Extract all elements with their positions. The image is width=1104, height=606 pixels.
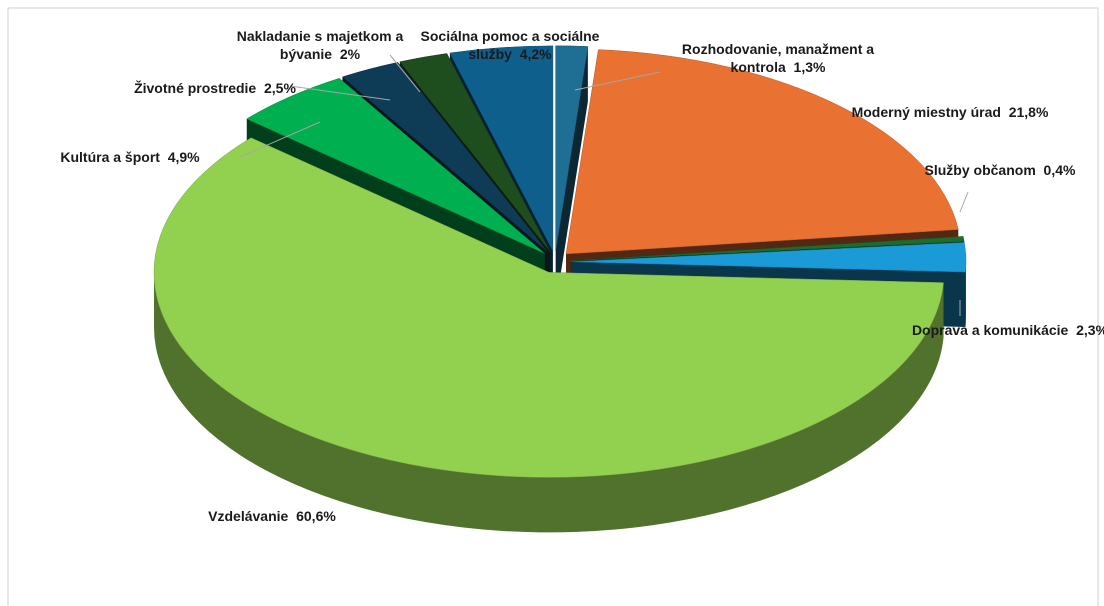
slice: [399, 53, 551, 252]
value-label: 0,4%: [1043, 162, 1076, 178]
slice: [565, 49, 959, 255]
value-label: 1,3%: [793, 59, 826, 75]
slice: [570, 242, 967, 273]
slice: [570, 236, 965, 262]
data-label: Služby občanom 0,4%: [890, 161, 1104, 179]
category-label: Kultúra a šport: [60, 149, 160, 165]
data-label: Nakladanie s majetkom a bývanie 2%: [235, 27, 405, 63]
slice-edge: [555, 46, 588, 306]
category-label: Nakladanie s majetkom a bývanie: [236, 28, 404, 62]
leader-line: [289, 85, 391, 101]
leader-line: [389, 54, 421, 93]
value-label: 21,8%: [1008, 104, 1049, 120]
slice: [555, 45, 589, 251]
data-label: Kultúra a šport 4,9%: [10, 148, 250, 166]
value-label: 60,6%: [296, 508, 336, 524]
leader-line: [959, 191, 969, 213]
leader-line: [239, 121, 321, 158]
value-label: 4,9%: [167, 149, 200, 165]
chart-frame: [7, 7, 1099, 606]
slice: [449, 45, 554, 252]
slice: [153, 137, 944, 478]
value-label: 4,2%: [519, 46, 552, 62]
category-label: Životné prostredie: [134, 80, 257, 96]
category-label: Služby občanom: [924, 162, 1036, 178]
value-label: 2,3%: [1076, 322, 1104, 338]
category-label: Vzdelávanie: [208, 508, 289, 524]
data-label: Životné prostredie 2,5%: [125, 79, 305, 97]
data-label: Moderný miestny úrad 21,8%: [850, 103, 1050, 121]
data-label: Rozhodovanie, manažment a kontrola 1,3%: [673, 40, 883, 76]
leader-line: [574, 71, 661, 91]
data-label: Vzdelávanie 60,6%: [147, 507, 397, 525]
slice: [246, 78, 545, 254]
data-label: Sociálna pomoc a sociálne služby 4,2%: [420, 27, 600, 63]
value-label: 2%: [339, 46, 361, 62]
slice: [341, 62, 548, 253]
slice-side: [154, 272, 944, 533]
category-label: Rozhodovanie, manažment a kontrola: [681, 41, 875, 75]
category-label: Sociálna pomoc a sociálne služby: [420, 28, 600, 62]
data-label: Doprava a komunikácie 2,3%: [910, 321, 1104, 339]
category-label: Doprava a komunikácie: [911, 322, 1069, 338]
value-label: 2,5%: [264, 80, 296, 96]
category-label: Moderný miestny úrad: [851, 104, 1001, 120]
